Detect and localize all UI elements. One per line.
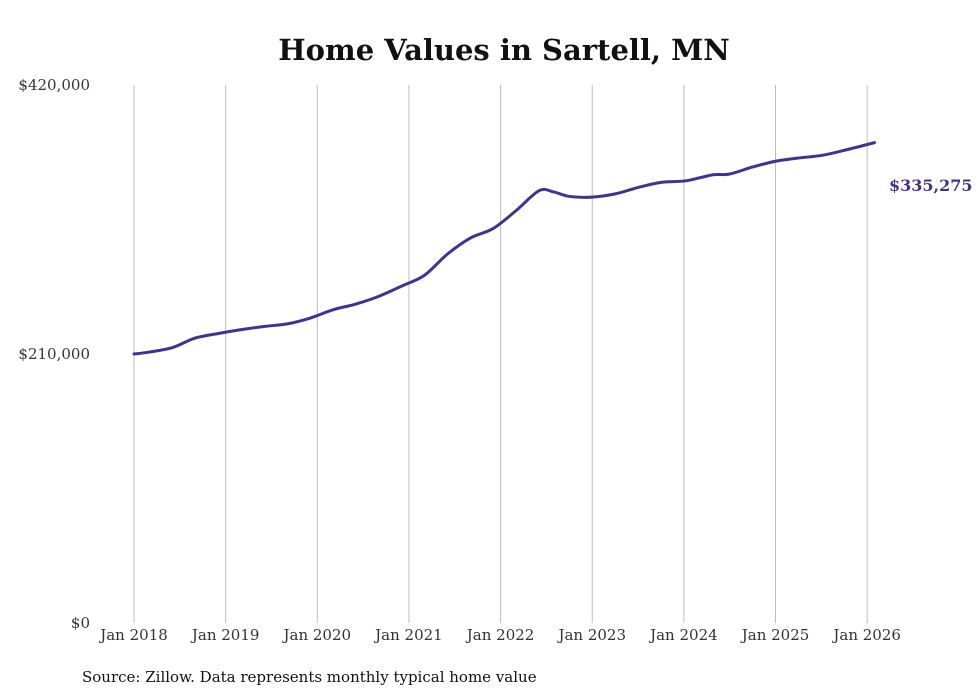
y-tick-label-1: $210,000 xyxy=(18,345,90,363)
x-tick-label-1: Jan 2019 xyxy=(190,626,260,644)
x-axis-tick-labels: Jan 2018 Jan 2019 Jan 2020 Jan 2021 Jan 2022… xyxy=(98,626,901,644)
x-tick-label-4: Jan 2022 xyxy=(465,626,535,644)
x-tick-label-7: Jan 2025 xyxy=(740,626,810,644)
x-tick-label-6: Jan 2024 xyxy=(648,626,718,644)
x-tick-label-0: Jan 2018 xyxy=(98,626,168,644)
y-tick-label-0: $420,000 xyxy=(18,76,90,94)
source-note: Source: Zillow. Data represents monthly … xyxy=(82,668,537,686)
y-axis-tick-labels: $420,000 $210,000 $0 xyxy=(18,76,90,632)
x-tick-label-5: Jan 2023 xyxy=(556,626,626,644)
end-value-label: $335,275 xyxy=(889,176,973,195)
x-tick-label-8: Jan 2026 xyxy=(831,626,901,644)
x-tick-label-3: Jan 2021 xyxy=(373,626,443,644)
chart-title: Home Values in Sartell, MN xyxy=(278,33,729,67)
series-line-0 xyxy=(132,141,876,356)
vertical-gridlines xyxy=(133,85,868,623)
series-layer xyxy=(132,141,876,356)
x-tick-label-2: Jan 2020 xyxy=(282,626,352,644)
y-tick-label-2: $0 xyxy=(71,614,90,632)
